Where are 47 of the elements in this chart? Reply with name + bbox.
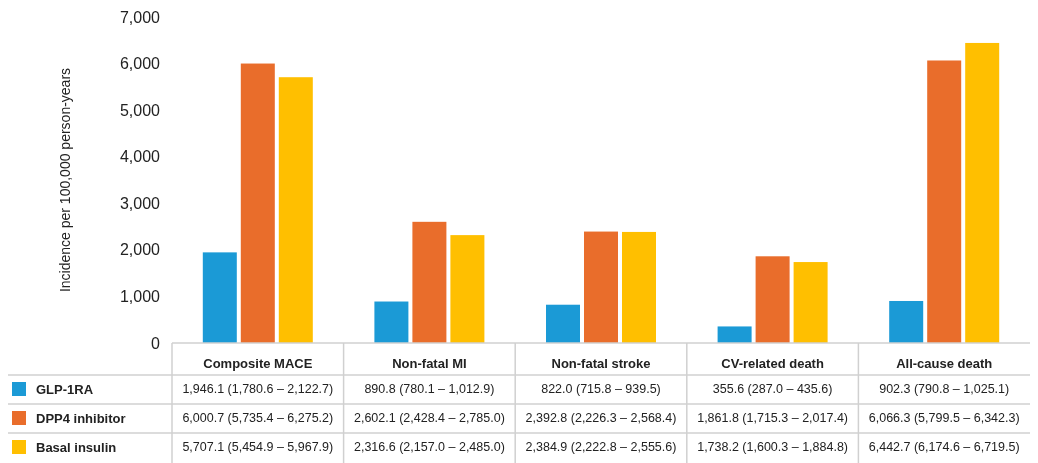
y-tick-label: 1,000 <box>119 288 161 306</box>
bar <box>889 300 924 343</box>
bar <box>412 221 447 343</box>
data-label: 902.3 (790.8 – 1,025.1) <box>879 382 1010 397</box>
bar <box>584 231 618 343</box>
y-tick-label: 3,000 <box>119 194 161 212</box>
data-label: 5,707.1 (5,454.9 – 5,967.9) <box>182 440 334 455</box>
bar <box>202 252 237 343</box>
bar <box>793 262 828 343</box>
data-label: 6,000.7 (5,735.4 – 6,275.2) <box>182 411 334 426</box>
x-tick-label: All-cause death <box>896 355 993 371</box>
data-label: 1,738.2 (1,600.3 – 1,884.8) <box>697 440 849 455</box>
data-label: 2,384.9 (2,222.8 – 2,555.6) <box>525 440 677 455</box>
bar <box>278 77 313 343</box>
data-label: 355.6 (287.0 – 435.6) <box>712 382 833 397</box>
data-label: 6,066.3 (5,799.5 – 6,342.3) <box>868 411 1020 426</box>
data-label: 2,392.8 (2,226.3 – 2,568.4) <box>525 411 677 426</box>
data-label: 1,946.1 (1,780.6 – 2,122.7) <box>182 382 334 397</box>
y-tick-label: 0 <box>151 334 161 352</box>
bar <box>374 301 409 343</box>
data-label: 2,602.1 (2,428.4 – 2,785.0) <box>353 411 505 426</box>
legend-label: Basal insulin <box>36 439 117 455</box>
legend-label: GLP-1RA <box>36 381 94 397</box>
y-axis-title: Incidence per 100,000 person-years <box>57 67 73 293</box>
bar <box>927 60 962 343</box>
y-tick-label: 4,000 <box>119 148 161 166</box>
y-tick-label: 6,000 <box>119 55 161 73</box>
data-label: 890.8 (780.1 – 1,012.9) <box>364 382 495 397</box>
data-label: 1,861.8 (1,715.3 – 2,017.4) <box>697 411 849 426</box>
y-tick-label: 5,000 <box>119 101 161 119</box>
y-tick-label: 2,000 <box>119 241 161 259</box>
bar <box>240 63 275 343</box>
data-label: 822.0 (715.8 – 939.5) <box>541 382 661 397</box>
x-tick-label: Composite MACE <box>203 355 313 371</box>
x-tick-label: Non-fatal MI <box>392 355 467 371</box>
bar <box>755 256 790 343</box>
x-tick-label: CV-related death <box>721 355 824 371</box>
bar <box>450 235 485 343</box>
bar <box>546 304 580 343</box>
bar <box>622 231 656 343</box>
x-tick-label: Non-fatal stroke <box>551 355 651 371</box>
y-tick-label: 7,000 <box>119 8 161 26</box>
legend-label: DPP4 inhibitor <box>36 410 126 426</box>
data-label: 2,316.6 (2,157.0 – 2,485.0) <box>353 440 505 455</box>
bar <box>717 326 752 343</box>
bar <box>965 42 1000 343</box>
data-label: 6,442.7 (6,174.6 – 6,719.5) <box>868 440 1020 455</box>
